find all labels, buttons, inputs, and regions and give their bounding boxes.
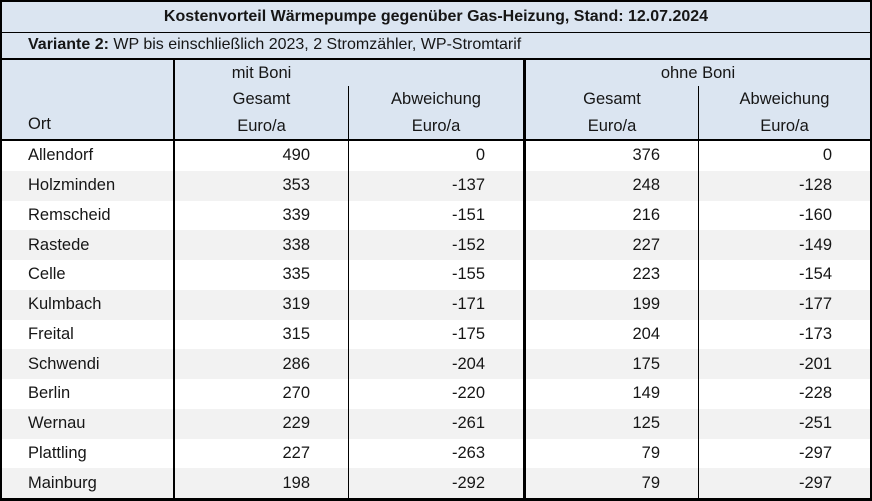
table-row: Kulmbach 319 -171 199 -177 [2, 289, 870, 320]
ohne-abweichung-cell: -177 [698, 289, 870, 320]
table-row: Remscheid 339 -151 216 -160 [2, 200, 870, 231]
mit-gesamt-cell: 315 [173, 319, 348, 350]
ohne-gesamt-cell: 199 [523, 289, 698, 320]
unit-label: Euro/a [348, 113, 523, 141]
table-row: Wernau 229 -261 125 -251 [2, 408, 870, 439]
mit-gesamt-cell: 335 [173, 260, 348, 290]
ohne-gesamt-cell: 125 [523, 408, 698, 439]
ohne-gesamt-cell: 79 [523, 468, 698, 498]
table-row: Plattling 227 -263 79 -297 [2, 438, 870, 469]
ohne-abweichung-cell: -297 [698, 468, 870, 498]
unit-label: Euro/a [523, 113, 698, 141]
table-row: Rastede 338 -152 227 -149 [2, 230, 870, 260]
mit-gesamt-cell: 286 [173, 349, 348, 379]
ohne-abweichung-cell: -228 [698, 379, 870, 409]
mit-abweichung-cell: -292 [348, 468, 523, 498]
ohne-gesamt-cell: 216 [523, 200, 698, 231]
column-header-ohne-gesamt: Gesamt [523, 86, 698, 113]
ohne-gesamt-cell: 79 [523, 438, 698, 469]
ort-cell: Rastede [28, 235, 90, 254]
table-row: Allendorf 490 0 376 0 [2, 141, 870, 171]
mit-abweichung-cell: 0 [348, 141, 523, 171]
ort-cell: Allendorf [28, 146, 94, 165]
mit-gesamt-cell: 198 [173, 468, 348, 498]
ohne-gesamt-cell: 376 [523, 141, 698, 171]
variant-label: Variante 2: [28, 36, 109, 54]
ohne-abweichung-cell: -154 [698, 260, 870, 290]
mit-gesamt-cell: 229 [173, 408, 348, 439]
mit-gesamt-cell: 270 [173, 379, 348, 409]
column-group-mit-boni: mit Boni [173, 60, 523, 86]
ort-cell: Plattling [28, 443, 87, 462]
variant-text: WP bis einschließlich 2023, 2 Stromzähle… [113, 36, 522, 54]
column-header-ohne-abweichung: Abweichung [698, 86, 870, 113]
ohne-abweichung-cell: -251 [698, 408, 870, 439]
column-group-ohne-boni: ohne Boni [523, 60, 870, 86]
ohne-gesamt-cell: 149 [523, 379, 698, 409]
mit-abweichung-cell: -175 [348, 319, 523, 350]
table-row: Celle 335 -155 223 -154 [2, 260, 870, 290]
mit-gesamt-cell: 339 [173, 200, 348, 231]
mit-gesamt-cell: 227 [173, 438, 348, 469]
column-header-ort: Ort [2, 60, 173, 141]
mit-gesamt-cell: 490 [173, 141, 348, 171]
table-row: Freital 315 -175 204 -173 [2, 319, 870, 350]
ohne-gesamt-cell: 227 [523, 230, 698, 260]
unit-label: Euro/a [173, 113, 348, 141]
page-title: Kostenvorteil Wärmepumpe gegenüber Gas-H… [2, 2, 870, 33]
mit-abweichung-cell: -155 [348, 260, 523, 290]
ohne-abweichung-cell: -173 [698, 319, 870, 350]
mit-abweichung-cell: -151 [348, 200, 523, 231]
mit-abweichung-cell: -137 [348, 170, 523, 201]
column-header-mit-abweichung: Abweichung [348, 86, 523, 113]
table-row: Schwendi 286 -204 175 -201 [2, 349, 870, 379]
mit-abweichung-cell: -152 [348, 230, 523, 260]
ort-cell: Berlin [28, 384, 71, 403]
mit-abweichung-cell: -263 [348, 438, 523, 469]
ort-cell: Holzminden [28, 176, 116, 195]
ort-cell: Schwendi [28, 354, 100, 373]
ohne-gesamt-cell: 223 [523, 260, 698, 290]
ohne-abweichung-cell: -160 [698, 200, 870, 231]
mit-abweichung-cell: -171 [348, 289, 523, 320]
ort-cell: Kulmbach [28, 295, 102, 314]
title-row: Kostenvorteil Wärmepumpe gegenüber Gas-H… [2, 2, 870, 33]
unit-label: Euro/a [698, 113, 870, 141]
ohne-abweichung-cell: -128 [698, 170, 870, 201]
ohne-abweichung-cell: -201 [698, 349, 870, 379]
mit-gesamt-cell: 319 [173, 289, 348, 320]
ohne-gesamt-cell: 204 [523, 319, 698, 350]
ort-cell: Freital [28, 324, 74, 343]
mit-abweichung-cell: -204 [348, 349, 523, 379]
ohne-abweichung-cell: -149 [698, 230, 870, 260]
ort-cell: Celle [28, 265, 66, 284]
sub-header-row: Gesamt Abweichung Gesamt Abweichung [2, 86, 870, 113]
ort-cell: Mainburg [28, 473, 97, 492]
ohne-gesamt-cell: 175 [523, 349, 698, 379]
ohne-abweichung-cell: -297 [698, 438, 870, 469]
variant-subtitle: Variante 2: WP bis einschließlich 2023, … [2, 33, 870, 60]
column-header-mit-gesamt: Gesamt [173, 86, 348, 113]
mit-gesamt-cell: 353 [173, 170, 348, 201]
table-row: Holzminden 353 -137 248 -128 [2, 170, 870, 201]
ohne-abweichung-cell: 0 [698, 141, 870, 171]
unit-header-row: Euro/a Euro/a Euro/a Euro/a [2, 113, 870, 141]
table-row: Berlin 270 -220 149 -228 [2, 379, 870, 409]
mit-abweichung-cell: -220 [348, 379, 523, 409]
group-header-row: Ort mit Boni ohne Boni [2, 60, 870, 141]
table-body: Allendorf 490 0 376 0 Holzminden 353 -13… [2, 141, 870, 498]
table-row: Mainburg 198 -292 79 -297 [2, 468, 870, 498]
mit-gesamt-cell: 338 [173, 230, 348, 260]
mit-abweichung-cell: -261 [348, 408, 523, 439]
variant-row: Variante 2: WP bis einschließlich 2023, … [2, 33, 870, 60]
ohne-gesamt-cell: 248 [523, 170, 698, 201]
ort-cell: Wernau [28, 414, 86, 433]
ort-cell: Remscheid [28, 205, 111, 224]
